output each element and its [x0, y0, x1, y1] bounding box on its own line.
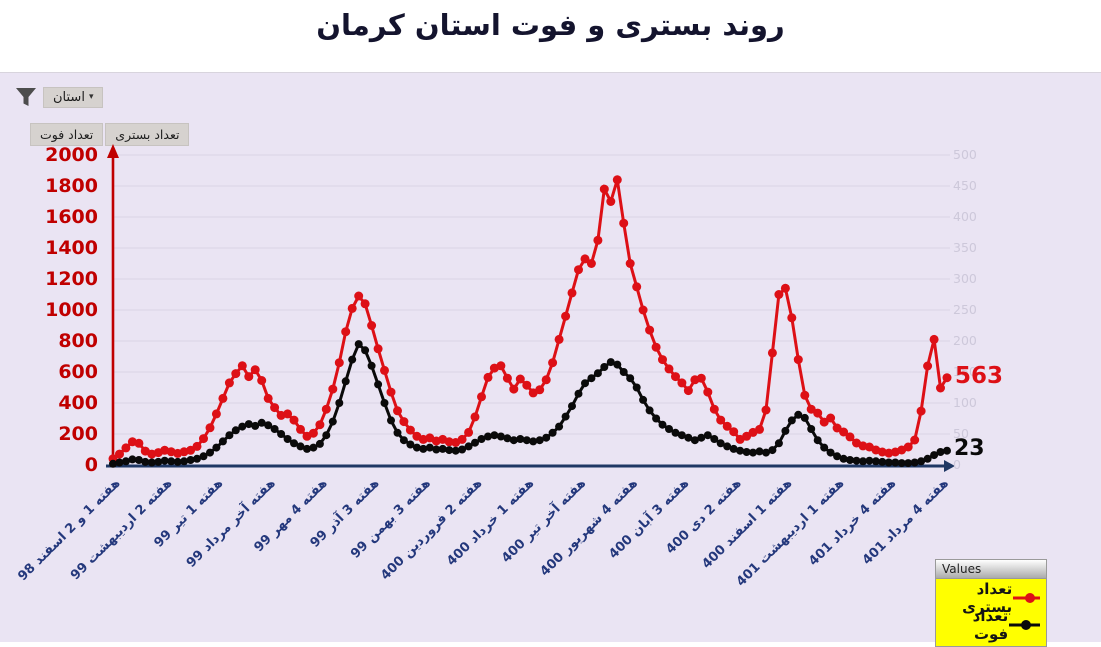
legend: Values تعداد بستری تعداد فوت [935, 559, 1047, 647]
admissions-end-value: 563 [955, 362, 1004, 389]
y-tick-label-left: 2000 [45, 144, 98, 166]
legend-item: تعداد بستری [942, 580, 1040, 616]
legend-marker-icon [1013, 592, 1040, 603]
y-tick-label-right: 250 [953, 302, 977, 317]
y-tick-label-right: 50 [953, 426, 969, 441]
y-tick-label-right: 400 [953, 209, 977, 224]
legend-label: تعداد فوت [972, 606, 1009, 643]
tab-deaths[interactable]: تعداد فوت [30, 123, 104, 146]
y-tick-label-right: 300 [953, 271, 977, 286]
deaths-end-value: 23 [954, 435, 985, 461]
filter-funnel-icon [16, 88, 36, 106]
tab-admissions[interactable]: تعداد بستری [105, 123, 190, 146]
legend-body: تعداد بستری تعداد فوت [936, 579, 1046, 646]
y-tick-label-right: 100 [953, 395, 977, 410]
y-tick-label-left: 1000 [45, 299, 98, 321]
province-filter-chip[interactable]: ▾ استان [43, 86, 104, 108]
y-tick-label-right: 450 [953, 178, 977, 193]
y-tick-label-left: 1600 [45, 206, 98, 228]
y-tick-label-left: 1800 [45, 175, 98, 197]
y-tick-label-left: 400 [58, 392, 98, 414]
filter-toolbar: ▾ استان [14, 85, 104, 109]
y-tick-label-left: 0 [84, 454, 98, 476]
y-tick-label-left: 200 [58, 423, 98, 445]
y-tick-label-left: 600 [58, 361, 98, 383]
province-filter-label: استان [53, 89, 85, 105]
legend-marker-icon [1009, 619, 1040, 630]
y-tick-label-left: 1200 [45, 268, 98, 290]
legend-item: تعداد فوت [942, 607, 1040, 643]
series-tabs: تعداد فوت تعداد بستری [30, 123, 190, 146]
legend-label: تعداد بستری [962, 579, 1013, 616]
y-tick-label-right: 500 [953, 147, 977, 162]
y-tick-label-right: 0 [953, 457, 961, 472]
y-tick-label-left: 1400 [45, 237, 98, 259]
y-tick-label-left: 800 [58, 330, 98, 352]
legend-title: Values [936, 560, 1046, 579]
province-filter-button[interactable]: ▾ استان [14, 85, 104, 109]
y-tick-label-right: 350 [953, 240, 977, 255]
y-tick-label-right: 200 [953, 333, 977, 348]
dropdown-caret-icon: ▾ [88, 92, 94, 102]
chart-title: روند بستری و فوت استان کرمان [316, 8, 785, 42]
y-tick-label-right: 150 [953, 364, 977, 379]
